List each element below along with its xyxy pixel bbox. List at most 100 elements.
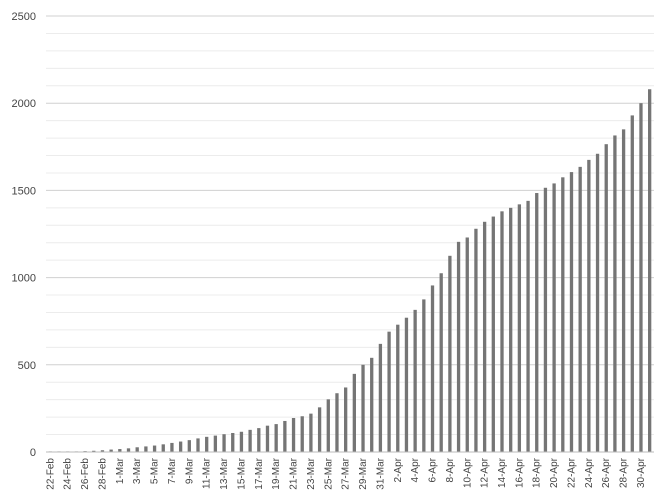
bar [265, 425, 270, 452]
x-tick-label: 11-Mar [202, 457, 213, 489]
bar [396, 324, 400, 452]
bar [118, 449, 122, 452]
x-tick-label: 4-Apr [410, 457, 421, 482]
bar [291, 417, 296, 452]
bar [482, 221, 487, 452]
x-tick-label: 23-Mar [306, 457, 317, 489]
bar [274, 424, 278, 452]
bar [552, 183, 556, 453]
y-tick-label: 500 [18, 360, 36, 372]
x-tick-label: 5-Mar [150, 457, 161, 484]
x-tick-label: 8-Apr [445, 457, 456, 482]
bar [430, 285, 435, 452]
bar [543, 187, 548, 452]
bar [535, 193, 539, 452]
bar [569, 172, 574, 452]
x-tick-label: 3-Mar [132, 457, 143, 484]
x-tick-label: 10-Apr [462, 457, 473, 488]
bar [361, 364, 365, 452]
x-tick-label: 2-Apr [393, 457, 404, 482]
bar [135, 447, 139, 452]
x-tick-label: 31-Mar [375, 457, 386, 489]
bar [621, 129, 626, 453]
bar [326, 399, 330, 452]
bar [257, 428, 261, 452]
bar [152, 445, 157, 452]
x-tick-label: 26-Feb [80, 458, 91, 490]
x-tick-label: 29-Mar [358, 457, 369, 489]
bar [595, 153, 600, 452]
bar [161, 444, 165, 452]
bar [370, 357, 374, 452]
x-tick-label: 26-Apr [601, 457, 612, 488]
x-tick-label: 6-Apr [428, 457, 439, 482]
bar [465, 237, 469, 452]
bar [387, 331, 391, 452]
y-tick-label: 2000 [12, 98, 36, 110]
bar [613, 135, 617, 452]
bar [448, 255, 452, 452]
bar [335, 393, 339, 452]
bar [561, 177, 565, 452]
bar [196, 438, 200, 452]
y-axis-ticks: 0 500 1000 1500 2000 2500 [12, 11, 36, 459]
bars [48, 89, 652, 453]
bar [187, 440, 191, 452]
bar [317, 407, 322, 452]
x-tick-label: 22-Feb [45, 458, 56, 490]
y-tick-label: 1000 [12, 273, 36, 285]
x-tick-label: 25-Mar [323, 457, 334, 489]
x-tick-label: 12-Apr [480, 457, 491, 488]
x-tick-label: 22-Apr [566, 457, 577, 488]
bar [526, 200, 530, 452]
bar [630, 115, 634, 452]
x-tick-label: 20-Apr [549, 457, 560, 488]
x-tick-label: 28-Feb [97, 458, 108, 490]
bar [500, 211, 504, 452]
bar [352, 373, 356, 452]
x-tick-label: 17-Mar [254, 457, 265, 489]
bar [422, 299, 426, 452]
x-tick-label: 19-Mar [271, 457, 282, 489]
x-tick-label: 30-Apr [636, 457, 647, 488]
bar [639, 103, 643, 452]
bar [509, 207, 513, 452]
y-tick-label: 2500 [12, 11, 36, 23]
bar [517, 204, 522, 452]
bar [222, 434, 226, 452]
x-tick-label: 13-Mar [219, 457, 230, 489]
x-tick-label: 24-Feb [63, 458, 74, 490]
x-tick-label: 28-Apr [619, 457, 630, 488]
bar [144, 446, 148, 452]
bar [300, 416, 304, 452]
bar [239, 431, 244, 452]
bar [205, 436, 209, 452]
bar [178, 441, 183, 452]
bar [378, 343, 383, 452]
bar [456, 241, 461, 452]
x-tick-label: 16-Apr [514, 457, 525, 488]
x-tick-label: 9-Mar [184, 457, 195, 484]
x-tick-label: 1-Mar [115, 457, 126, 484]
bar [587, 159, 591, 452]
x-tick-label: 7-Mar [167, 457, 178, 484]
bar [309, 413, 313, 452]
y-tick-label: 0 [30, 447, 36, 459]
bar [213, 435, 218, 452]
bar [109, 449, 113, 452]
bar [439, 273, 443, 452]
x-tick-label: 21-Mar [289, 457, 300, 489]
bar [92, 450, 96, 452]
bar [170, 442, 174, 452]
bar [126, 448, 131, 452]
bar [578, 166, 582, 453]
x-tick-label: 24-Apr [584, 457, 595, 488]
bar [413, 309, 417, 452]
bar [100, 450, 105, 452]
bar [474, 228, 478, 452]
x-tick-label: 14-Apr [497, 457, 508, 488]
bar [648, 89, 652, 452]
bar [231, 432, 235, 452]
